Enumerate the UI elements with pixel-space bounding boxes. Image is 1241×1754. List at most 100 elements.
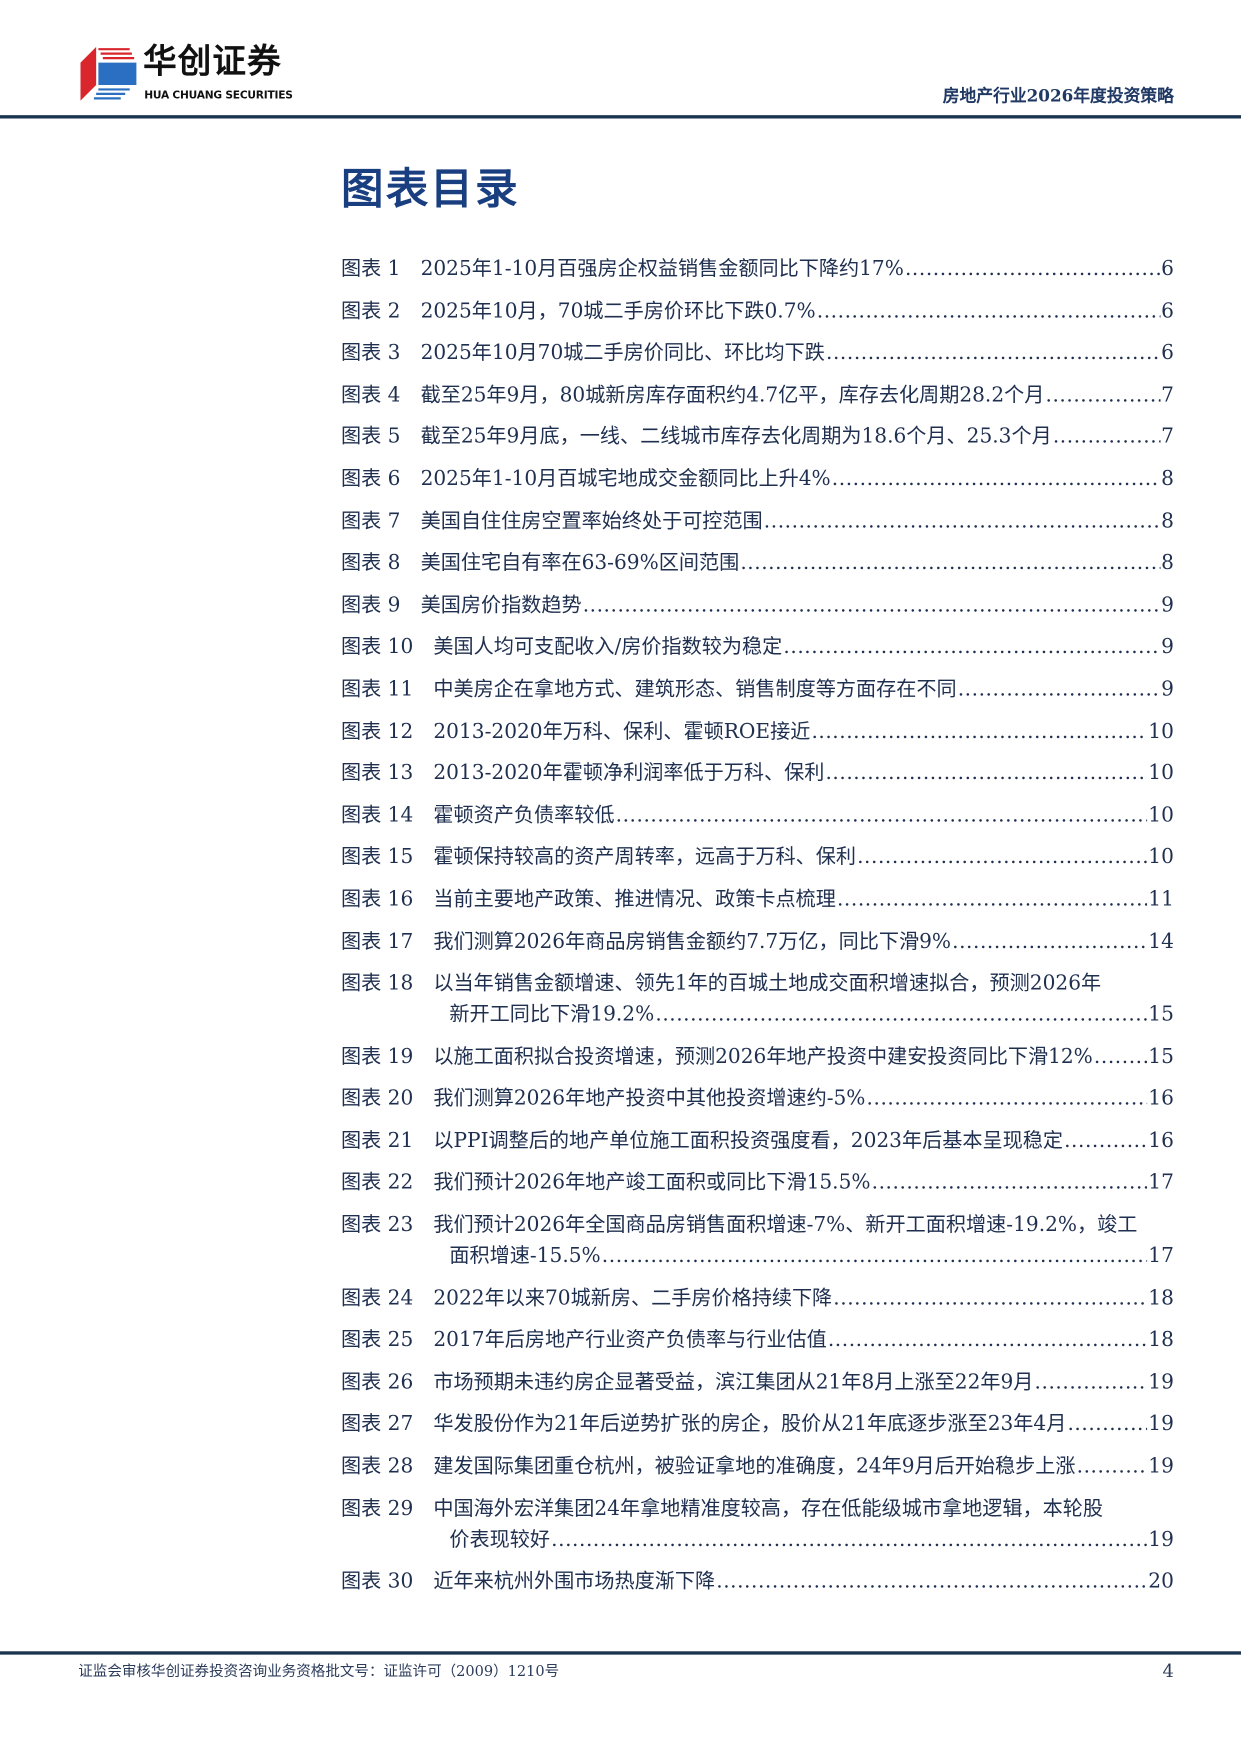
figure-page-number[interactable]: 6 <box>1161 257 1174 281</box>
figure-label: 图表 10 <box>340 635 414 659</box>
toc-entry-line: 图表 30 近年来杭州外围市场热度渐下降 20 <box>341 1567 1174 1598</box>
dot-leader <box>1094 1042 1147 1073</box>
toc-entry[interactable]: 图表 16 当前主要地产政策、推进情况、政策卡点梳理 11 <box>341 884 1174 915</box>
figure-title-continued: 价表现较好 <box>449 1527 551 1552</box>
figure-label: 图表 12 <box>340 719 414 743</box>
figure-page-number[interactable]: 19 <box>1148 1454 1174 1479</box>
toc-entry[interactable]: 图表 15 霍顿保持较高的资产周转率，远高于万科、保利 10 <box>341 842 1174 873</box>
figure-page-number[interactable]: 14 <box>1148 929 1174 954</box>
toc-entry[interactable]: 图表 8 美国住宅自有率在63-69%区间范围 8 <box>341 548 1174 579</box>
figure-page-number[interactable]: 6 <box>1161 299 1174 323</box>
figure-title: 截至25年9月底，一线、二线城市库存去化周期为18.6个月、25.3个月 <box>420 425 1052 449</box>
figure-page-number[interactable]: 16 <box>1148 1087 1174 1111</box>
toc-entry[interactable]: 图表 25 2017年后房地产行业资产负债率与行业估值 18 <box>341 1325 1174 1356</box>
figure-label: 图表 22 <box>340 1171 414 1195</box>
dot-leader <box>872 1168 1148 1199</box>
figure-page-number[interactable]: 15 <box>1148 1044 1174 1069</box>
toc-entry[interactable]: 图表 10 美国人均可支配收入/房价指数较为稳定 9 <box>341 632 1174 663</box>
figure-page-number[interactable]: 16 <box>1148 1129 1174 1153</box>
figure-page-number[interactable]: 7 <box>1161 383 1174 407</box>
toc-entry[interactable]: 图表 7 美国自住住房空置率始终处于可控范围 8 <box>341 506 1174 537</box>
dot-leader <box>1035 1367 1148 1398</box>
figure-page-number[interactable]: 18 <box>1148 1286 1174 1310</box>
figure-label: 图表 23 <box>340 1213 414 1237</box>
toc-entry[interactable]: 图表 12 2013-2020年万科、保利、霍顿ROE接近 10 <box>341 716 1174 747</box>
figure-page-number[interactable]: 8 <box>1161 551 1174 575</box>
figure-page-number[interactable]: 6 <box>1161 341 1174 365</box>
toc-entry[interactable]: 图表 20 我们测算2026年地产投资中其他投资增速约-5% 16 <box>341 1084 1174 1115</box>
toc-entry[interactable]: 图表 22 我们预计2026年地产竣工面积或同比下滑15.5% 17 <box>341 1168 1174 1199</box>
figure-page-number[interactable]: 11 <box>1148 887 1174 912</box>
dot-leader <box>551 1525 1147 1556</box>
toc-entry[interactable]: 图表 1 2025年1-10月百强房企权益销售金额同比下降约17% 6 <box>341 254 1174 285</box>
figure-label: 图表 11 <box>340 677 414 701</box>
toc-entry[interactable]: 图表 13 2013-2020年霍顿净利润率低于万科、保利 10 <box>341 758 1174 789</box>
toc-entry[interactable]: 图表 23 我们预计2026年全国商品房销售面积增速-7%、新开工面积增速-19.… <box>341 1210 1174 1273</box>
toc-entry[interactable]: 图表 21 以PPI调整后的地产单位施工面积投资强度看，2023年后基本呈现稳定 1… <box>341 1126 1174 1157</box>
figure-page-number[interactable]: 10 <box>1148 845 1174 870</box>
toc-entry[interactable]: 图表 9 美国房价指数趋势 9 <box>341 590 1174 621</box>
footer-license: 证监会审核华创证券投资咨询业务资格批文号：证监许可（2009）1210号 <box>78 1663 560 1681</box>
figure-page-number[interactable]: 17 <box>1148 1244 1174 1268</box>
toc-entry[interactable]: 图表 6 2025年1-10月百城宅地成交金额同比上升4% 8 <box>341 464 1174 495</box>
figure-title-continued: 新开工同比下滑19.2% <box>449 1002 655 1027</box>
figure-label: 图表 3 <box>340 341 401 365</box>
toc-entry[interactable]: 图表 18 以当年销售金额增速、领先1年的百城土地成交面积增速拟合，预测2026年… <box>341 968 1174 1031</box>
dot-leader <box>826 338 1160 369</box>
figure-page-number[interactable]: 10 <box>1148 803 1174 828</box>
figure-page-number[interactable]: 9 <box>1161 677 1174 701</box>
figure-title: 2025年10月70城二手房价同比、环比均下跌 <box>420 341 825 365</box>
toc-entry-line: 图表 29 中国海外宏洋集团24年拿地精准度较高，存在低能级城市拿地逻辑，本轮股 <box>341 1493 1174 1524</box>
figure-page-number[interactable]: 19 <box>1148 1527 1174 1552</box>
figure-title: 美国自住住房空置率始终处于可控范围 <box>420 509 763 533</box>
toc-entry[interactable]: 图表 11 中美房企在拿地方式、建筑形态、销售制度等方面存在不同 9 <box>341 674 1174 705</box>
figure-title: 美国人均可支配收入/房价指数较为稳定 <box>433 635 783 659</box>
toc-entry[interactable]: 图表 26 市场预期未违约房企显著受益，滨江集团从21年8月上涨至22年9月 19 <box>341 1367 1174 1398</box>
toc-entry-line: 图表 12 2013-2020年万科、保利、霍顿ROE接近 10 <box>341 716 1174 747</box>
figure-page-number[interactable]: 18 <box>1148 1328 1174 1352</box>
dot-leader <box>1046 380 1160 411</box>
toc-entry[interactable]: 图表 27 华发股份作为21年后逆势扩张的房企，股价从21年底逐步涨至23年4月 1… <box>341 1409 1174 1440</box>
figure-page-number[interactable]: 7 <box>1161 425 1174 449</box>
toc-entry[interactable]: 图表 19 以施工面积拟合投资增速，预测2026年地产投资中建安投资同比下滑12%… <box>341 1042 1174 1073</box>
toc-entry[interactable]: 图表 4 截至25年9月，80城新房库存面积约4.7亿平，库存去化周期28.2个月… <box>341 380 1174 411</box>
toc-entry-line: 图表 22 我们预计2026年地产竣工面积或同比下滑15.5% 17 <box>341 1168 1174 1199</box>
figure-page-number[interactable]: 17 <box>1148 1171 1174 1195</box>
figure-label: 图表 15 <box>340 845 414 870</box>
toc-entry-line: 图表 14 霍顿资产负债率较低 10 <box>341 800 1174 831</box>
figure-page-number[interactable]: 19 <box>1148 1370 1174 1394</box>
figure-title: 中美房企在拿地方式、建筑形态、销售制度等方面存在不同 <box>433 677 957 701</box>
figure-page-number[interactable]: 20 <box>1148 1569 1174 1594</box>
figure-page-number[interactable]: 10 <box>1148 761 1174 785</box>
figure-page-number[interactable]: 15 <box>1148 1002 1174 1027</box>
toc-entry[interactable]: 图表 28 建发国际集团重仓杭州，被验证拿地的准确度，24年9月后开始稳步上涨 19 <box>341 1451 1174 1482</box>
toc-entry-line: 图表 28 建发国际集团重仓杭州，被验证拿地的准确度，24年9月后开始稳步上涨 19 <box>341 1451 1174 1482</box>
dot-leader <box>783 632 1160 663</box>
dot-leader <box>764 506 1160 537</box>
toc-entry[interactable]: 图表 24 2022年以来70城新房、二手房价格持续下降 18 <box>341 1283 1174 1314</box>
figure-page-number[interactable]: 9 <box>1161 635 1174 659</box>
figure-page-number[interactable]: 8 <box>1161 467 1174 491</box>
figure-page-number[interactable]: 8 <box>1161 509 1174 533</box>
figure-title: 市场预期未违约房企显著受益，滨江集团从21年8月上涨至22年9月 <box>433 1370 1034 1394</box>
toc-entry[interactable]: 图表 14 霍顿资产负债率较低 10 <box>341 800 1174 831</box>
toc-entry-line: 图表 27 华发股份作为21年后逆势扩张的房企，股价从21年底逐步涨至23年4月 1… <box>341 1409 1174 1440</box>
figure-title: 以PPI调整后的地产单位施工面积投资强度看，2023年后基本呈现稳定 <box>433 1129 1063 1153</box>
toc-entry[interactable]: 图表 30 近年来杭州外围市场热度渐下降 20 <box>341 1567 1174 1598</box>
toc-entry[interactable]: 图表 29 中国海外宏洋集团24年拿地精准度较高，存在低能级城市拿地逻辑，本轮股价… <box>341 1493 1174 1556</box>
toc-entry[interactable]: 图表 2 2025年10月，70城二手房价环比下跌0.7% 6 <box>341 296 1174 327</box>
figure-title: 美国房价指数趋势 <box>420 593 582 617</box>
toc-entry-line: 面积增速-15.5% 17 <box>341 1241 1174 1272</box>
toc-entry[interactable]: 图表 17 我们测算2026年商品房销售金额约7.7万亿，同比下滑9% 14 <box>341 926 1174 957</box>
figure-title: 华发股份作为21年后逆势扩张的房企，股价从21年底逐步涨至23年4月 <box>433 1412 1067 1437</box>
toc-entry[interactable]: 图表 3 2025年10月70城二手房价同比、环比均下跌 6 <box>341 338 1174 369</box>
figure-page-number[interactable]: 10 <box>1148 719 1174 743</box>
figure-page-number[interactable]: 19 <box>1148 1412 1174 1437</box>
figure-label: 图表 2 <box>340 299 401 323</box>
toc-entry[interactable]: 图表 5 截至25年9月底，一线、二线城市库存去化周期为18.6个月、25.3个月… <box>341 422 1174 453</box>
toc-entry-line: 图表 7 美国自住住房空置率始终处于可控范围 8 <box>341 506 1174 537</box>
toc-entry-line: 图表 19 以施工面积拟合投资增速，预测2026年地产投资中建安投资同比下滑12%… <box>341 1042 1174 1073</box>
figure-page-number[interactable]: 9 <box>1161 593 1174 617</box>
dot-leader <box>867 1084 1148 1115</box>
